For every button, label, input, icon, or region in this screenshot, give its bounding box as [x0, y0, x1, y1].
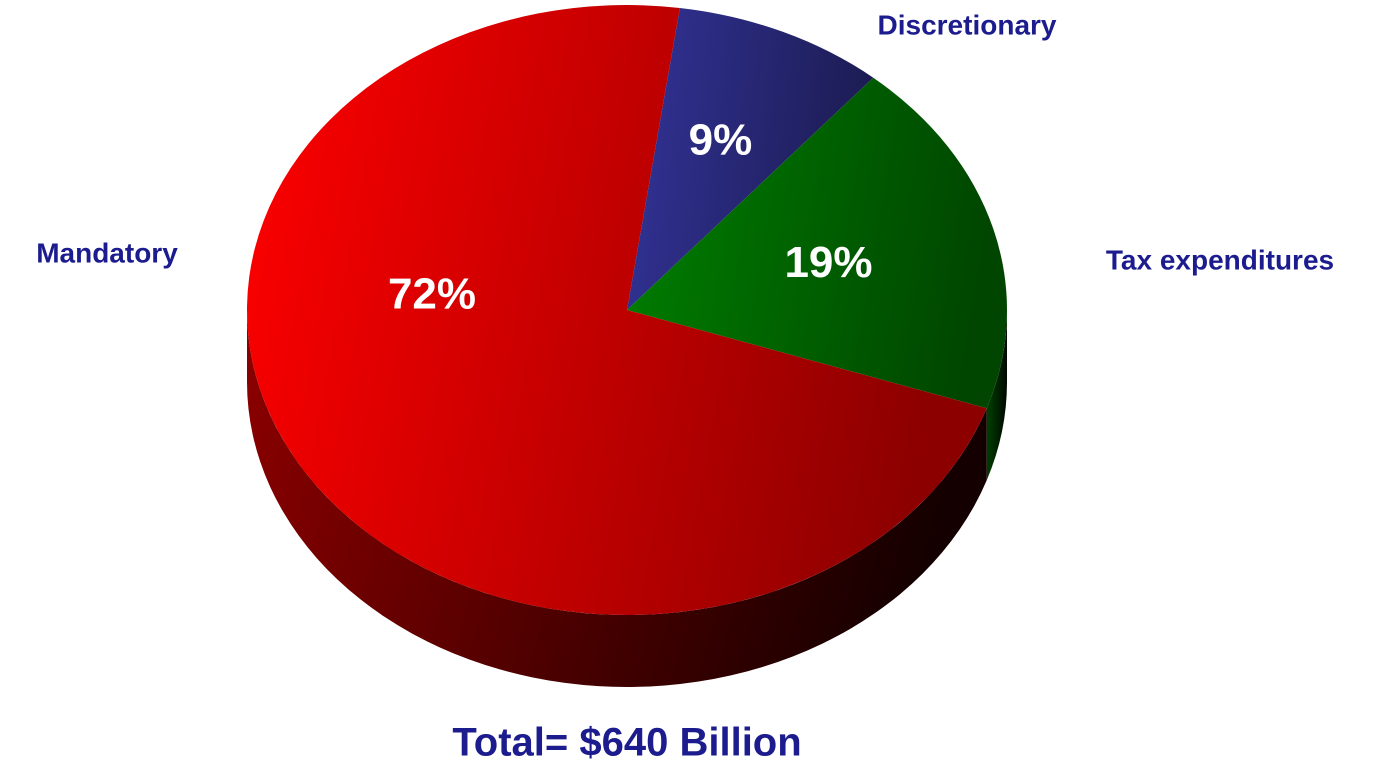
- chart-annotation: Total= $640 Billion: [452, 721, 801, 765]
- slice-side: [247, 310, 987, 687]
- slice-side: [986, 310, 1007, 481]
- pie-slice: [627, 77, 1008, 409]
- pie-slice: [247, 4, 987, 616]
- category-label: Mandatory: [36, 237, 178, 268]
- pie-slice: [627, 7, 874, 311]
- value-label: 72%: [388, 270, 476, 319]
- value-label: 19%: [784, 238, 872, 287]
- pie-tops: [247, 4, 1008, 616]
- category-label: Tax expenditures: [1106, 244, 1334, 275]
- category-label: Discretionary: [878, 9, 1057, 40]
- value-label: 9%: [689, 116, 753, 165]
- pie-sides: [247, 310, 1007, 687]
